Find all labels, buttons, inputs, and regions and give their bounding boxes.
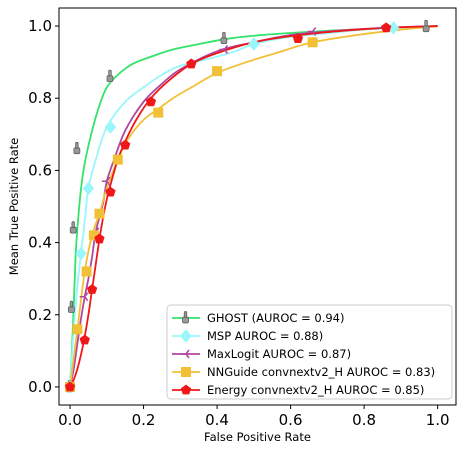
- legend-marker-3: [181, 367, 191, 377]
- marker-series-2: [219, 45, 229, 54]
- legend-marker-0-fist: [182, 316, 189, 324]
- marker-series-3: [307, 37, 318, 48]
- marker-series-2-arm: [106, 180, 111, 186]
- marker-series-0-fist: [73, 147, 81, 155]
- marker-series-0: [73, 141, 81, 155]
- marker-series-0-fist: [68, 306, 75, 313]
- marker-series-0-thumb: [222, 31, 226, 39]
- marker-series-0-fist: [69, 226, 77, 234]
- marker-series-2-arm: [223, 45, 229, 50]
- plot-frame: [58, 7, 457, 406]
- marker-series-4: [86, 284, 98, 294]
- marker-series-2-arm: [312, 31, 317, 36]
- x-axis-ticks: 0.0 0.2 0.4 0.6 0.8 1.0: [58, 405, 450, 429]
- marker-series-0: [69, 221, 77, 234]
- marker-series-0: [68, 300, 75, 313]
- y-axis-label: Mean True Positive Rate: [7, 138, 21, 275]
- legend-label-4: Energy convnextv2_H AUROC = 0.85): [207, 383, 424, 397]
- legend-box: [166, 304, 453, 400]
- x-tick-label: 0.0: [58, 411, 82, 429]
- legend-marker-2-arm: [185, 349, 190, 355]
- y-tick-label: 0.2: [28, 306, 52, 324]
- legend-label-3: NNGuide convnextv2_H AUROC = 0.83): [207, 365, 435, 379]
- curve-series-2: [69, 25, 438, 388]
- marker-series-2-arm: [84, 292, 89, 298]
- marker-series-0: [106, 69, 114, 82]
- marker-series-4: [105, 186, 116, 197]
- marker-series-2-arm: [312, 27, 317, 32]
- y-tick-label: 0.8: [28, 89, 52, 107]
- marker-series-2: [307, 27, 317, 36]
- marker-series-4: [381, 22, 392, 33]
- marker-series-4: [94, 233, 105, 244]
- marker-series-1: [82, 181, 95, 196]
- y-tick-label: 1.0: [28, 17, 52, 35]
- marker-series-4: [186, 58, 197, 69]
- marker-series-1: [75, 246, 87, 261]
- legend-marker-4: [180, 384, 192, 395]
- marker-series-0-fist: [106, 75, 114, 82]
- x-axis-label: False Positive Rate: [204, 430, 311, 444]
- legend-marker-2: [181, 349, 190, 359]
- marker-series-1: [248, 37, 260, 51]
- marker-series-4: [145, 96, 157, 107]
- y-tick-label: 0.0: [28, 378, 52, 396]
- markers-layer: [64, 19, 430, 394]
- x-tick-label: 0.6: [279, 411, 303, 429]
- marker-series-2: [101, 176, 111, 186]
- marker-series-0-thumb: [424, 19, 428, 27]
- marker-series-3: [72, 324, 83, 335]
- marker-series-2: [79, 292, 89, 302]
- x-tick-label: 0.2: [132, 411, 156, 429]
- marker-series-0-thumb: [69, 300, 74, 308]
- legend-marker-0-thumb: [183, 311, 188, 318]
- marker-series-4: [120, 139, 131, 150]
- x-tick-label: 0.8: [352, 411, 376, 429]
- legend-label-1: MSP AUROC = 0.88): [207, 329, 323, 343]
- marker-series-2-arm: [223, 49, 229, 54]
- marker-series-0-fist: [422, 25, 430, 33]
- marker-series-3: [112, 154, 123, 165]
- marker-series-4: [64, 381, 76, 392]
- marker-series-4: [79, 334, 90, 345]
- y-tick-label: 0.6: [28, 161, 52, 179]
- marker-series-3: [94, 208, 105, 219]
- marker-series-0: [422, 19, 430, 33]
- legend-marker-0: [182, 311, 189, 324]
- y-tick-label: 0.4: [28, 234, 52, 252]
- marker-series-0-thumb: [108, 69, 112, 77]
- marker-series-3: [153, 107, 164, 118]
- legend-marker-1: [180, 329, 192, 343]
- legend-label-2: MaxLogit AUROC = 0.87): [207, 347, 351, 361]
- marker-series-0-thumb: [75, 141, 79, 149]
- x-tick-label: 1.0: [426, 411, 450, 429]
- marker-series-2-arm: [84, 296, 89, 302]
- marker-series-0-fist: [220, 37, 228, 45]
- marker-series-3: [212, 66, 223, 77]
- marker-series-0-thumb: [71, 221, 75, 229]
- marker-series-0: [220, 31, 228, 45]
- y-axis-ticks: 0.0 0.2 0.4 0.6 0.8 1.0: [28, 17, 59, 396]
- marker-series-2-arm: [106, 176, 111, 182]
- legend-marker-2-arm: [185, 353, 190, 359]
- legend-label-0: GHOST (AUROC = 0.94): [207, 311, 344, 325]
- x-tick-label: 0.4: [205, 411, 229, 429]
- legend: GHOST (AUROC = 0.94) MSP AUROC = 0.88) Max…: [166, 304, 453, 400]
- marker-series-4: [292, 33, 304, 44]
- marker-series-1: [104, 120, 117, 134]
- marker-series-3: [81, 266, 92, 277]
